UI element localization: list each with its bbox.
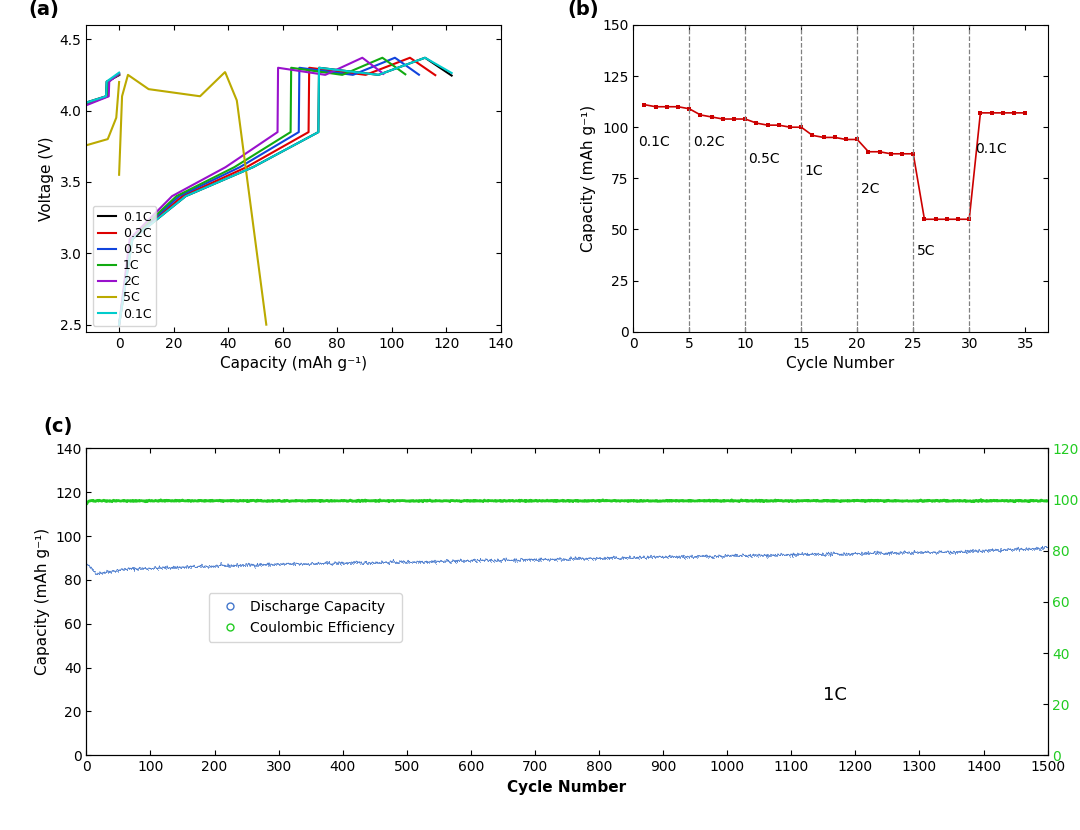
X-axis label: Cycle Number: Cycle Number [508,779,626,794]
Y-axis label: Capacity (mAh g⁻¹): Capacity (mAh g⁻¹) [35,528,50,676]
Text: 0.5C: 0.5C [748,152,780,166]
Text: 0.1C: 0.1C [638,135,670,149]
Y-axis label: Voltage (V): Voltage (V) [39,136,54,221]
Text: (b): (b) [567,0,598,19]
Text: 2C: 2C [861,183,879,197]
Text: 0.2C: 0.2C [692,135,725,149]
Y-axis label: Capacity (mAh g⁻¹): Capacity (mAh g⁻¹) [581,105,596,252]
Text: 1C: 1C [805,164,823,178]
Text: (c): (c) [43,417,72,436]
Text: 0.1C: 0.1C [975,142,1007,155]
Text: 5C: 5C [917,244,935,258]
X-axis label: Capacity (mAh g⁻¹): Capacity (mAh g⁻¹) [220,356,367,371]
X-axis label: Cycle Number: Cycle Number [786,356,894,371]
Text: (a): (a) [28,0,59,19]
Text: 1C: 1C [823,686,847,705]
Legend: Discharge Capacity, Coulombic Efficiency: Discharge Capacity, Coulombic Efficiency [208,593,402,642]
Legend: 0.1C, 0.2C, 0.5C, 1C, 2C, 5C, 0.1C: 0.1C, 0.2C, 0.5C, 1C, 2C, 5C, 0.1C [93,206,157,325]
